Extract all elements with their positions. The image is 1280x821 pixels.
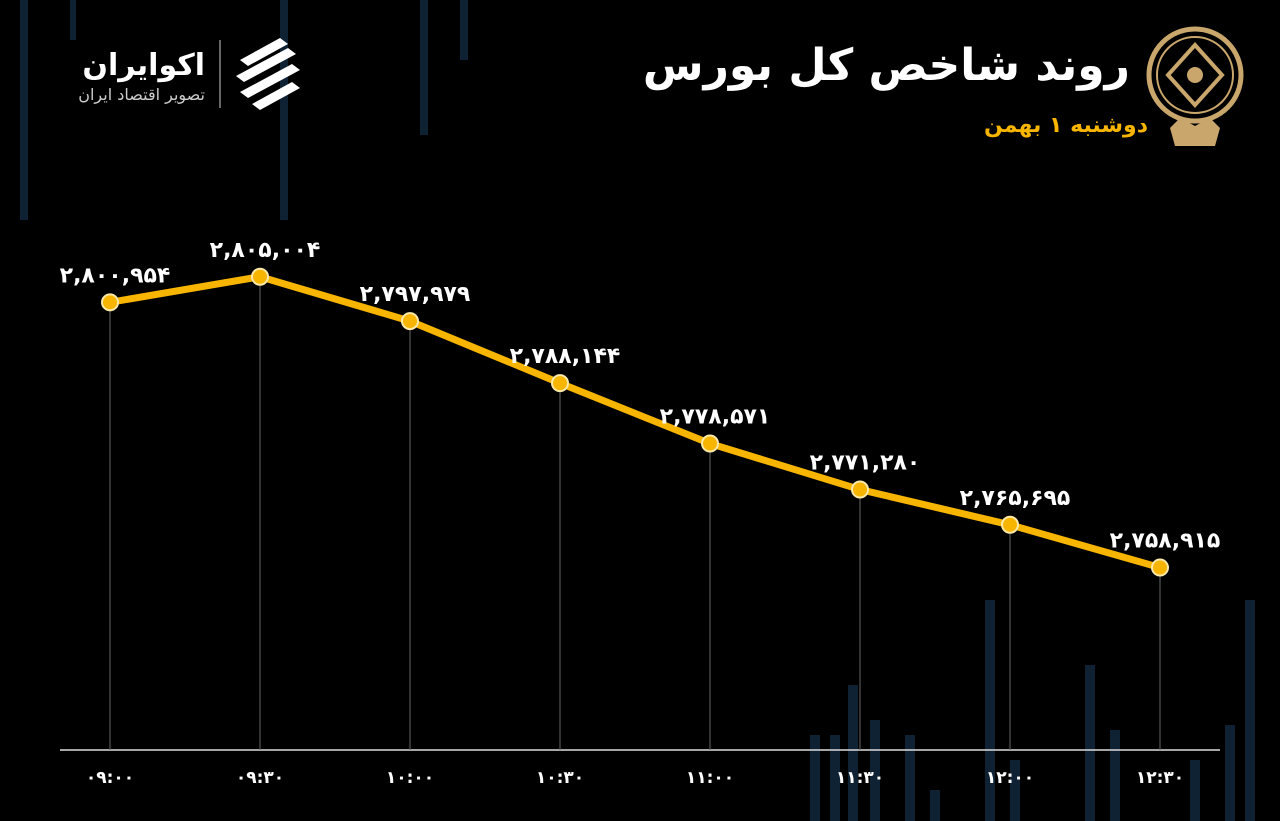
x-tick-label: ۱۲:۳۰	[1136, 768, 1184, 788]
chart-title: روند شاخص کل بورس	[643, 40, 1130, 91]
decoration	[20, 0, 1255, 821]
value-label: ۲,۷۵۸,۹۱۵	[1110, 529, 1221, 554]
x-tick-label: ۱۱:۰۰	[686, 768, 734, 788]
value-label: ۲,۸۰۰,۹۵۴	[60, 263, 171, 288]
x-tick-label: ۰۹:۳۰	[236, 768, 284, 788]
point	[551, 374, 569, 393]
value-label: ۲,۸۰۵,۰۰۴	[210, 238, 321, 263]
value-label: ۲,۷۷۸,۵۷۱	[660, 405, 771, 430]
x-tick-label: ۱۰:۰۰	[386, 768, 434, 788]
value-label: ۲,۷۸۸,۱۴۴	[510, 344, 621, 369]
point	[251, 267, 269, 286]
point	[851, 480, 869, 499]
point	[701, 434, 719, 453]
x-tick-label: ۰۹:۰۰	[86, 768, 134, 788]
value-label: ۲,۷۷۱,۲۸۰	[810, 451, 921, 476]
brand-logo	[236, 38, 300, 110]
chart-subtitle: دوشنبه ۱ بهمن	[984, 113, 1148, 138]
point	[101, 293, 119, 312]
emblem	[1146, 26, 1244, 146]
point	[401, 312, 419, 331]
x-tick-label: ۱۲:۰۰	[986, 768, 1034, 788]
x-tick-label: ۱۱:۳۰	[836, 768, 884, 788]
line	[109, 273, 1161, 571]
point	[1151, 558, 1169, 577]
value-label: ۲,۷۹۷,۹۷۹	[360, 282, 471, 307]
brand-name: اکوایران	[82, 48, 205, 83]
x-tick-label: ۱۰:۳۰	[536, 768, 584, 788]
point	[1001, 515, 1019, 534]
value-label: ۲,۷۶۵,۶۹۵	[960, 486, 1071, 511]
brand-tagline: تصویر اقتصاد ایران	[78, 85, 205, 105]
